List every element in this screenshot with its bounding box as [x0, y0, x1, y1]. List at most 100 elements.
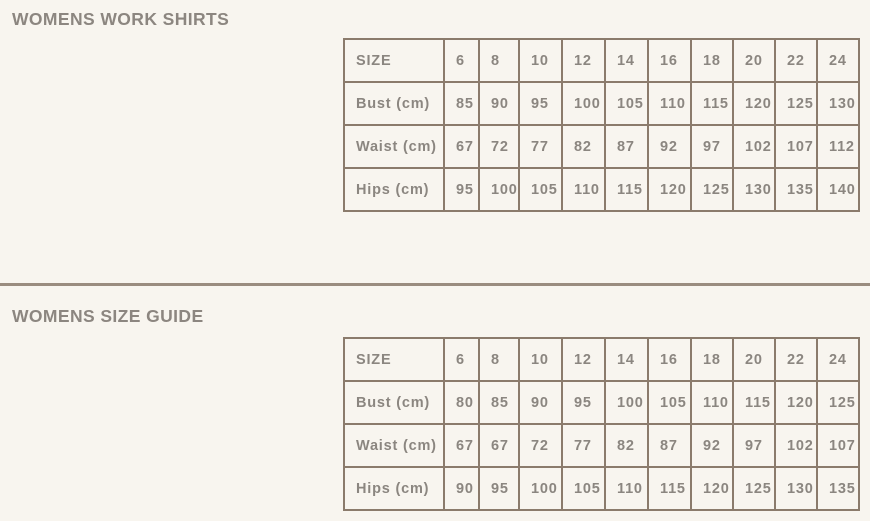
size-value-cell: 102 [774, 423, 818, 468]
size-value-cell: 95 [561, 380, 606, 425]
size-value-cell: 24 [816, 38, 860, 83]
size-value-cell: 130 [774, 466, 818, 511]
size-value-cell: 107 [816, 423, 860, 468]
table-row: Waist (cm) 67 67 72 77 82 87 92 97 102 107 [343, 423, 860, 468]
size-value-cell: 80 [443, 380, 480, 425]
size-value-cell: 95 [518, 81, 563, 126]
size-value-cell: 90 [443, 466, 480, 511]
size-value-cell: 85 [443, 81, 480, 126]
size-table-work-shirts: SIZE 6 8 10 12 14 16 18 20 22 24 Bust (cm) 85 90 95 100… [343, 38, 860, 212]
table-row: Bust (cm) 80 85 90 95 100 105 110 115 120 125 [343, 380, 860, 425]
size-value-cell: 14 [604, 337, 649, 382]
size-value-cell: 87 [647, 423, 692, 468]
size-value-cell: 120 [690, 466, 734, 511]
size-value-cell: 92 [690, 423, 734, 468]
size-value-cell: 130 [732, 167, 776, 212]
size-value-cell: 82 [561, 124, 606, 169]
row-label-cell: Bust (cm) [343, 81, 445, 126]
size-value-cell: 77 [561, 423, 606, 468]
size-value-cell: 115 [690, 81, 734, 126]
size-value-cell: 10 [518, 38, 563, 83]
size-value-cell: 67 [478, 423, 520, 468]
size-value-cell: 110 [690, 380, 734, 425]
size-value-cell: 24 [816, 337, 860, 382]
size-value-cell: 90 [518, 380, 563, 425]
row-label-cell: SIZE [343, 337, 445, 382]
size-value-cell: 125 [816, 380, 860, 425]
size-value-cell: 77 [518, 124, 563, 169]
row-label-cell: Hips (cm) [343, 167, 445, 212]
size-value-cell: 18 [690, 38, 734, 83]
size-value-cell: 6 [443, 337, 480, 382]
size-value-cell: 8 [478, 38, 520, 83]
size-value-cell: 67 [443, 423, 480, 468]
table-row: Bust (cm) 85 90 95 100 105 110 115 120 125 130 [343, 81, 860, 126]
size-value-cell: 97 [732, 423, 776, 468]
size-value-cell: 140 [816, 167, 860, 212]
row-label-cell: SIZE [343, 38, 445, 83]
size-value-cell: 125 [690, 167, 734, 212]
size-value-cell: 87 [604, 124, 649, 169]
size-value-cell: 120 [732, 81, 776, 126]
size-value-cell: 14 [604, 38, 649, 83]
size-value-cell: 20 [732, 38, 776, 83]
size-value-cell: 125 [774, 81, 818, 126]
row-label-cell: Waist (cm) [343, 423, 445, 468]
size-value-cell: 12 [561, 38, 606, 83]
size-value-cell: 107 [774, 124, 818, 169]
table-row: Waist (cm) 67 72 77 82 87 92 97 102 107 112 [343, 124, 860, 169]
size-value-cell: 125 [732, 466, 776, 511]
size-value-cell: 105 [647, 380, 692, 425]
size-value-cell: 105 [561, 466, 606, 511]
size-value-cell: 115 [732, 380, 776, 425]
row-label-cell: Bust (cm) [343, 380, 445, 425]
section-divider [0, 283, 870, 286]
table-row: SIZE 6 8 10 12 14 16 18 20 22 24 [343, 337, 860, 382]
size-value-cell: 120 [774, 380, 818, 425]
size-value-cell: 72 [518, 423, 563, 468]
size-value-cell: 22 [774, 38, 818, 83]
size-value-cell: 100 [604, 380, 649, 425]
size-value-cell: 95 [443, 167, 480, 212]
size-value-cell: 16 [647, 38, 692, 83]
row-label-cell: Waist (cm) [343, 124, 445, 169]
size-value-cell: 110 [604, 466, 649, 511]
section-heading-size-guide: WOMENS SIZE GUIDE [12, 306, 204, 326]
size-value-cell: 105 [518, 167, 563, 212]
size-value-cell: 90 [478, 81, 520, 126]
row-label-cell: Hips (cm) [343, 466, 445, 511]
size-value-cell: 112 [816, 124, 860, 169]
size-value-cell: 72 [478, 124, 520, 169]
size-value-cell: 100 [478, 167, 520, 212]
size-value-cell: 100 [518, 466, 563, 511]
size-value-cell: 85 [478, 380, 520, 425]
size-table-size-guide: SIZE 6 8 10 12 14 16 18 20 22 24 Bust (cm) 80 85 90 95 1… [343, 337, 860, 511]
size-value-cell: 130 [816, 81, 860, 126]
size-value-cell: 18 [690, 337, 734, 382]
size-value-cell: 135 [774, 167, 818, 212]
size-value-cell: 92 [647, 124, 692, 169]
size-value-cell: 20 [732, 337, 776, 382]
size-value-cell: 120 [647, 167, 692, 212]
table-body: SIZE 6 8 10 12 14 16 18 20 22 24 Bust (cm) 85 90 95 100… [343, 38, 860, 212]
size-value-cell: 12 [561, 337, 606, 382]
size-value-cell: 8 [478, 337, 520, 382]
size-value-cell: 22 [774, 337, 818, 382]
size-value-cell: 105 [604, 81, 649, 126]
size-value-cell: 110 [561, 167, 606, 212]
size-value-cell: 10 [518, 337, 563, 382]
table-row: Hips (cm) 95 100 105 110 115 120 125 130 135 140 [343, 167, 860, 212]
size-value-cell: 115 [647, 466, 692, 511]
size-value-cell: 82 [604, 423, 649, 468]
table-row: Hips (cm) 90 95 100 105 110 115 120 125 130 135 [343, 466, 860, 511]
size-value-cell: 67 [443, 124, 480, 169]
size-value-cell: 97 [690, 124, 734, 169]
size-value-cell: 115 [604, 167, 649, 212]
section-heading-work-shirts: WOMENS WORK SHIRTS [12, 9, 230, 29]
size-value-cell: 110 [647, 81, 692, 126]
size-value-cell: 135 [816, 466, 860, 511]
table-row: SIZE 6 8 10 12 14 16 18 20 22 24 [343, 38, 860, 83]
size-value-cell: 102 [732, 124, 776, 169]
table-body: SIZE 6 8 10 12 14 16 18 20 22 24 Bust (cm) 80 85 90 95 1… [343, 337, 860, 511]
